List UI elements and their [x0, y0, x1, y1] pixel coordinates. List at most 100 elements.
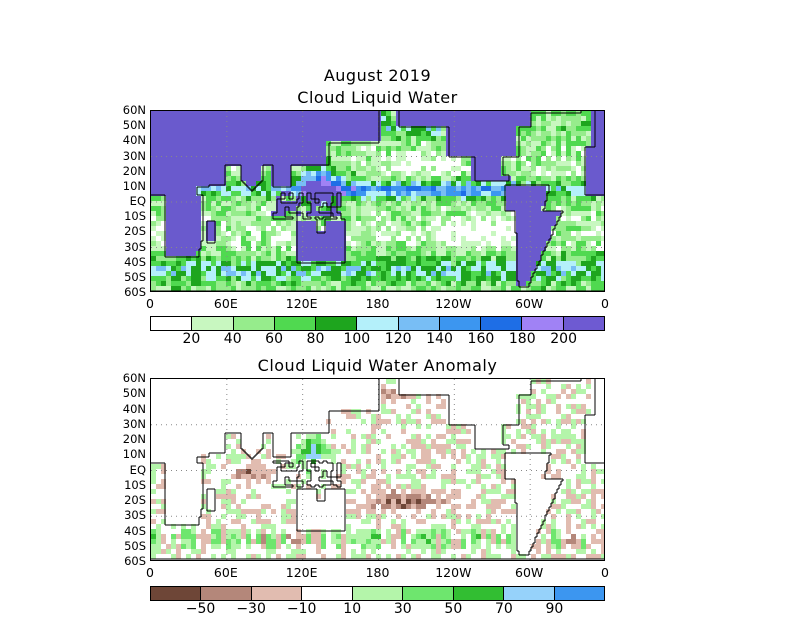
map-grid-cell [241, 236, 246, 241]
map-grid-cell [156, 206, 161, 211]
map-grid-cell [206, 221, 211, 226]
map-grid-cell [161, 276, 166, 281]
map-grid-cell [316, 136, 321, 141]
map-grid-cell [191, 196, 196, 201]
map-grid-cell [246, 231, 251, 236]
map-grid-cell [281, 186, 286, 191]
map-grid-cell [181, 186, 186, 191]
map-grid-cell [306, 111, 311, 116]
map-grid-cell [186, 136, 191, 141]
map-grid-cell [271, 241, 276, 246]
map-grid-cell [211, 276, 216, 281]
map-grid-cell [276, 121, 281, 126]
map-grid-cell [256, 216, 261, 221]
map-grid-cell [226, 116, 231, 121]
map-grid-cell [161, 111, 166, 116]
map-grid-cell [321, 251, 326, 256]
map-grid-cell [236, 211, 241, 216]
map-grid-cell [266, 226, 271, 231]
map-grid-cell [311, 271, 316, 276]
map-grid-cell [241, 291, 246, 292]
map-grid-cell [211, 196, 216, 201]
map-grid-cell [151, 151, 156, 156]
map-grid-cell [586, 291, 591, 292]
map-grid-cell [196, 186, 201, 191]
map-grid-cell [216, 216, 221, 221]
map-grid-cell [281, 286, 286, 291]
map-grid-cell [166, 136, 171, 141]
map-grid-cell [161, 181, 166, 186]
map-grid-cell [211, 161, 216, 166]
map-grid-cell [211, 131, 216, 136]
map-grid-cell [171, 171, 176, 176]
map-grid-cell [256, 236, 261, 241]
map-grid-cell [246, 116, 251, 121]
map-grid-cell [161, 161, 166, 166]
map-grid-cell [306, 121, 311, 126]
map-grid-cell [271, 111, 276, 116]
map-grid-cell [296, 281, 301, 286]
map-grid-cell [161, 236, 166, 241]
map-grid-cell [156, 176, 161, 181]
map-grid-cell [181, 251, 186, 256]
map-grid-cell [211, 286, 216, 291]
map-grid-cell [261, 141, 266, 146]
map-grid-cell [226, 156, 231, 161]
map-grid-cell [226, 241, 231, 246]
longitude-label: 60E [213, 296, 238, 311]
map-grid-cell [201, 156, 206, 161]
map-grid-cell [261, 226, 266, 231]
map-grid-cell [286, 171, 291, 176]
map-grid-cell [176, 276, 181, 281]
map-grid-cell [151, 241, 156, 246]
map-grid-cell [366, 291, 371, 292]
map-grid-cell [311, 191, 316, 196]
map-grid-cell [231, 211, 236, 216]
map-grid-cell [261, 186, 266, 191]
map-grid-cell [276, 231, 281, 236]
map-grid-cell [256, 171, 261, 176]
map-grid-cell [171, 286, 176, 291]
map-grid-cell [196, 191, 201, 196]
map-grid-cell [251, 221, 256, 226]
map-grid-cell [231, 166, 236, 171]
map-grid-cell [196, 156, 201, 161]
map-grid-cell [241, 121, 246, 126]
map-grid-cell [211, 231, 216, 236]
map-grid-cell [286, 271, 291, 276]
map-grid-cell [226, 276, 231, 281]
map-grid-cell [206, 266, 211, 271]
map-grid-cell [226, 231, 231, 236]
map-grid-cell [526, 291, 531, 292]
map-grid-cell [171, 116, 176, 121]
map-grid-cell [301, 276, 306, 281]
map-grid-cell [256, 196, 261, 201]
map-grid-cell [201, 276, 206, 281]
map-grid-cell [181, 121, 186, 126]
map-grid-cell [246, 146, 251, 151]
map-grid-cell [211, 121, 216, 126]
map-grid-cell [186, 246, 191, 251]
map-grid-cell [211, 166, 216, 171]
latitude-label: 20S [124, 224, 146, 239]
map-grid-cell [241, 151, 246, 156]
map-grid-cell [191, 176, 196, 181]
map-grid-cell [186, 251, 191, 256]
map-grid-cell [396, 291, 401, 292]
colorbar-swatch [522, 317, 564, 330]
map-grid-cell [301, 226, 306, 231]
map-grid-cell [161, 226, 166, 231]
map-grid-cell [191, 191, 196, 196]
map-grid-cell [181, 146, 186, 151]
map-grid-cell [221, 141, 226, 146]
map-grid-cell [171, 176, 176, 181]
map-grid-cell [156, 211, 161, 216]
map-grid-cell [236, 196, 241, 201]
map-grid-cell [236, 156, 241, 161]
map-grid-cell [176, 201, 181, 206]
map-grid-cell [251, 166, 256, 171]
map-grid-cell [196, 166, 201, 171]
map-grid-cell [246, 111, 251, 116]
map-grid-cell [216, 181, 221, 186]
map-grid-cell [276, 126, 281, 131]
